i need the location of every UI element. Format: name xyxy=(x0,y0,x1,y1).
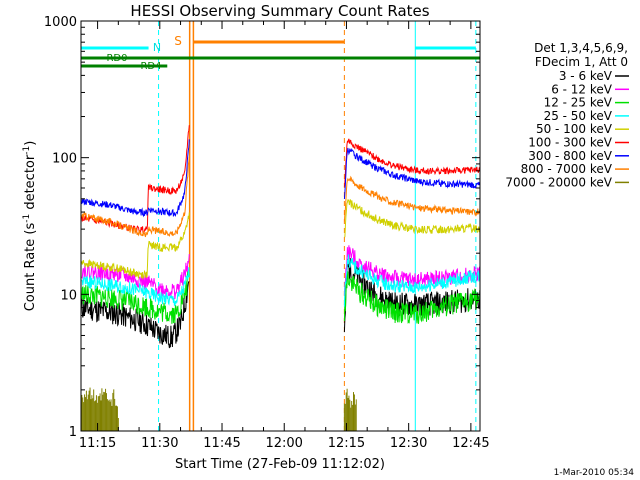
series-line-2-seg-0 xyxy=(81,271,190,324)
y-axis-label-sup1: -1 xyxy=(22,214,32,223)
y-tick-label: 10 xyxy=(60,288,77,303)
legend-entry-label: 50 - 100 keV xyxy=(536,122,613,136)
series-line-3-seg-1 xyxy=(343,254,481,307)
legend-entry-label: 12 - 25 keV xyxy=(544,96,613,110)
x-tick-label: 12:45 xyxy=(452,436,489,451)
flag-label-s: S xyxy=(174,34,182,48)
chart-title: HESSI Observing Summary Count Rates xyxy=(130,2,429,20)
series-line-7-seg-0 xyxy=(81,156,190,238)
x-tick-label: 12:15 xyxy=(328,436,365,451)
flag-label-rd4: RD4 xyxy=(140,61,161,72)
y-axis-label-mid: detector xyxy=(23,154,38,214)
flag-label-rd0: RD0 xyxy=(106,53,127,64)
legend-header-line-2: FDecim 1, Att 0 xyxy=(535,55,628,69)
legend-entry-label: 800 - 7000 keV xyxy=(521,162,613,176)
y-axis-label: Count Rate (s-1 detector-1) xyxy=(22,141,38,312)
x-tick-label: 11:30 xyxy=(141,436,178,451)
series-line-4-seg-1 xyxy=(344,199,481,238)
flag-label-n: N xyxy=(153,41,161,54)
legend: Det 1,3,4,5,6,9, FDecim 1, Att 0 3 - 6 k… xyxy=(505,41,629,189)
plot-frame xyxy=(80,20,481,432)
x-tick-label: 11:45 xyxy=(203,436,240,451)
series-line-3-seg-0 xyxy=(81,267,190,307)
legend-header-line-1: Det 1,3,4,5,6,9, xyxy=(534,41,628,55)
legend-entry-label: 7000 - 20000 keV xyxy=(505,175,612,189)
x-axis-label: Start Time (27-Feb-09 11:12:02) xyxy=(175,457,385,472)
series-line-6-seg-1 xyxy=(343,147,480,200)
generation-timestamp: 1-Mar-2010 05:34 xyxy=(554,468,635,478)
series-line-1-seg-0 xyxy=(81,254,190,300)
series-line-7-seg-1 xyxy=(343,175,481,222)
series-line-6-seg-0 xyxy=(81,139,190,218)
series-line-2-seg-1 xyxy=(343,271,481,324)
series-line-5-seg-0 xyxy=(81,125,190,235)
legend-entry-label: 25 - 50 keV xyxy=(544,109,613,123)
x-tick-label: 11:15 xyxy=(79,436,116,451)
legend-entry-label: 6 - 12 keV xyxy=(551,82,613,96)
legend-entry-label: 100 - 300 keV xyxy=(528,136,612,150)
y-tick-label: 1 xyxy=(69,425,77,440)
series-line-4-seg-0 xyxy=(81,212,190,281)
x-tick-label: 12:30 xyxy=(390,436,427,451)
series-line-0-seg-0 xyxy=(81,281,190,349)
y-tick-label: 100 xyxy=(52,152,77,167)
y-tick-label: 1000 xyxy=(44,15,77,30)
series-line-5-seg-1 xyxy=(343,138,481,187)
legend-entry-label: 300 - 800 keV xyxy=(528,149,612,163)
y-axis-label-end: ) xyxy=(23,141,38,146)
x-tick-label: 12:00 xyxy=(265,436,302,451)
y-axis-label-sup2: -1 xyxy=(22,146,32,155)
y-axis-label-main: Count Rate (s xyxy=(23,223,38,312)
legend-entry-label: 3 - 6 keV xyxy=(559,69,613,83)
